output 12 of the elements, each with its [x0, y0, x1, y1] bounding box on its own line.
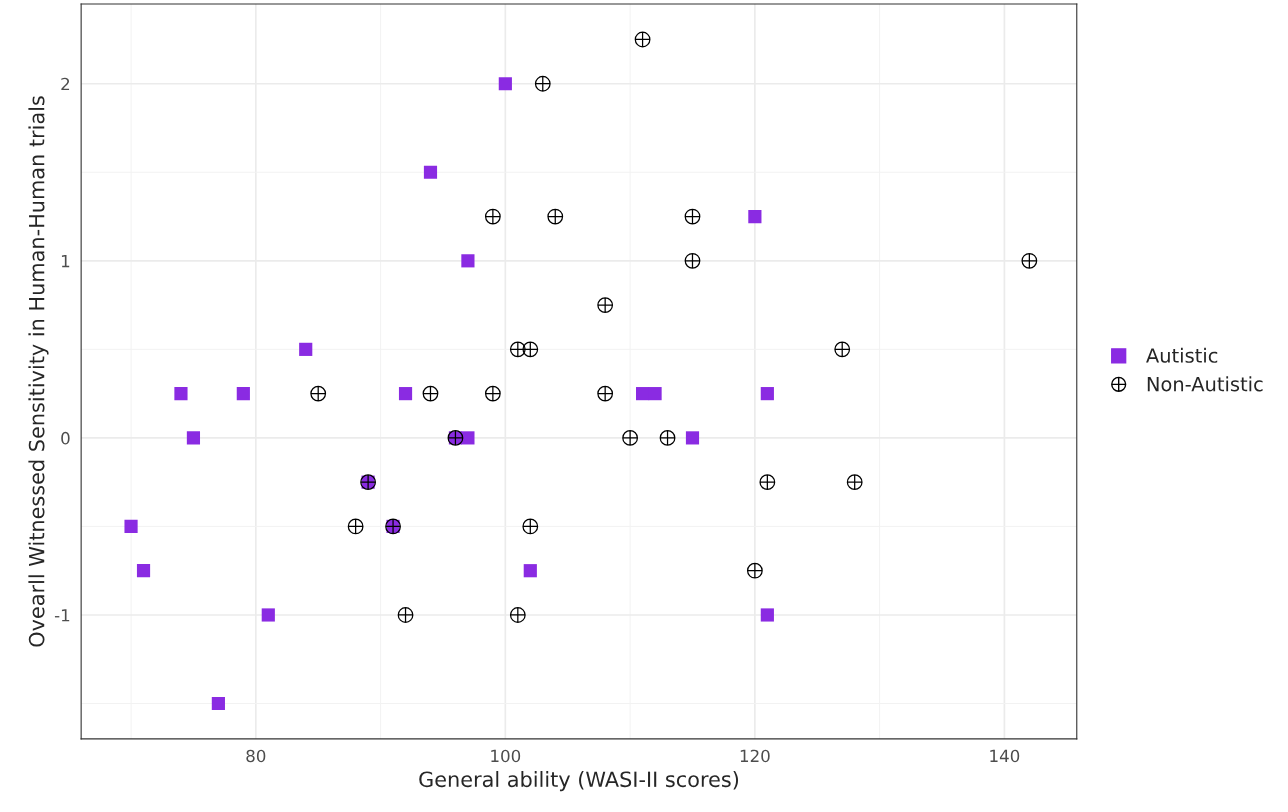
y-tick-label: 2 [61, 77, 70, 91]
x-axis-title: General ability (WASI-II scores) [419, 771, 739, 792]
legend-label: Non-Autistic [1147, 376, 1263, 392]
y-axis-title: Ovearll Witnessed Sensitivity in Human-Human trials [28, 96, 49, 647]
x-tick-label: 80 [246, 749, 266, 763]
x-tick-label: 100 [491, 749, 521, 763]
legend-label: Autistic [1146, 347, 1218, 363]
x-tick-label: 140 [990, 749, 1020, 763]
y-tick-label: 1 [61, 255, 70, 268]
y-tick-label: 0 [61, 431, 70, 445]
x-tick-label: 120 [740, 749, 770, 763]
y-tick-label: -1 [54, 609, 70, 622]
